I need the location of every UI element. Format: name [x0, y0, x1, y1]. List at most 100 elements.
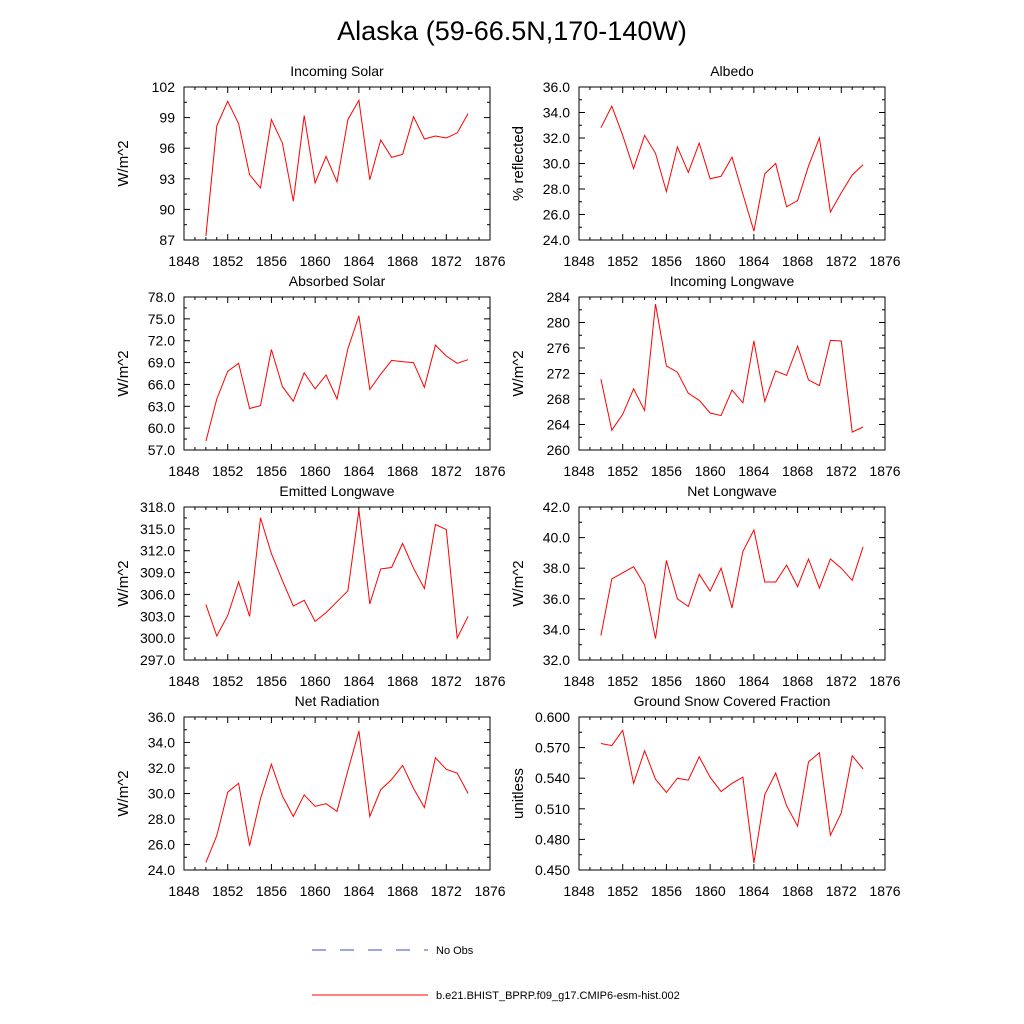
- series-line: [205, 315, 469, 442]
- x-tick-label: 1848: [168, 673, 199, 689]
- y-tick-label: 276: [547, 340, 571, 356]
- x-tick-label: 1876: [869, 463, 900, 479]
- y-tick-label: 36.0: [148, 709, 175, 725]
- y-axis-label: unitless: [510, 768, 527, 819]
- x-tick-label: 1876: [474, 673, 505, 689]
- y-tick-label: 318.0: [140, 499, 175, 515]
- x-tick-label: 1860: [695, 883, 726, 899]
- axis-ticks: [578, 716, 886, 871]
- x-tick-label: 1848: [563, 673, 594, 689]
- y-tick-label: 57.0: [148, 442, 175, 458]
- y-tick-label: 99: [159, 110, 175, 126]
- panel-title: Ground Snow Covered Fraction: [634, 693, 831, 709]
- y-tick-label: 87: [159, 232, 175, 248]
- y-tick-label: 30.0: [543, 156, 570, 172]
- y-tick-label: 303.0: [140, 608, 175, 624]
- x-tick-label: 1856: [256, 883, 287, 899]
- panel-1: Incoming Solar 1848 1852 1856 1860 1864 1868 18…: [115, 63, 506, 269]
- y-tick-label: 63.0: [148, 398, 175, 414]
- x-tick-label: 1860: [300, 883, 331, 899]
- x-tick-label: 1864: [343, 463, 374, 479]
- axis-ticks: [183, 296, 491, 451]
- panel-title: Net Radiation: [295, 693, 380, 709]
- x-tick-label: 1864: [343, 883, 374, 899]
- panel-7: Net Radiation 1848 1852 1856 1860 1864 1868 187…: [115, 693, 506, 899]
- y-tick-label: 32.0: [543, 652, 570, 668]
- panel-3: Absorbed Solar 1848 1852 1856 1860 1864 1868 18…: [115, 273, 506, 479]
- figure-title: Alaska (59-66.5N,170-140W): [337, 16, 687, 46]
- y-tick-label: 96: [159, 140, 175, 156]
- x-tick-label: 1872: [431, 883, 462, 899]
- x-tick-label: 1860: [695, 673, 726, 689]
- panels-group: Incoming Solar 1848 1852 1856 1860 1864 1868 18…: [115, 63, 901, 899]
- x-tick-label: 1852: [212, 253, 243, 269]
- x-tick-label: 1860: [300, 463, 331, 479]
- axis-ticks: [183, 86, 491, 241]
- y-tick-label: 72.0: [148, 333, 175, 349]
- y-tick-label: 0.600: [535, 709, 570, 725]
- y-tick-label: 32.0: [148, 760, 175, 776]
- x-tick-label: 1856: [651, 463, 682, 479]
- x-tick-label: 1864: [738, 253, 769, 269]
- plot-frame: [578, 296, 886, 451]
- y-axis-label: W/m^2: [115, 140, 132, 186]
- x-tick-label: 1860: [695, 463, 726, 479]
- x-tick-label: 1848: [563, 883, 594, 899]
- x-tick-label: 1852: [607, 673, 638, 689]
- legend-model-label: b.e21.BHIST_BPRP.f09_g17.CMIP6-esm-hist.…: [436, 990, 680, 1002]
- legend-obs-label: No Obs: [436, 945, 474, 957]
- y-tick-label: 30.0: [148, 786, 175, 802]
- panel-4: Incoming Longwave 1848 1852 1856 1860 1864 186…: [510, 273, 901, 479]
- legend: No Obs b.e21.BHIST_BPRP.f09_g17.CMIP6-es…: [312, 945, 680, 1002]
- series-line: [600, 528, 864, 639]
- x-tick-label: 1856: [651, 253, 682, 269]
- panel-title: Incoming Solar: [290, 63, 384, 79]
- plot-frame: [183, 296, 491, 451]
- y-tick-label: 60.0: [148, 420, 175, 436]
- x-tick-label: 1864: [738, 463, 769, 479]
- y-tick-label: 40.0: [543, 530, 570, 546]
- x-tick-label: 1864: [343, 253, 374, 269]
- panel-2: Albedo 1848 1852 1856 1860 1864 1868 1872 1876 24…: [510, 63, 901, 269]
- y-tick-label: 306.0: [140, 586, 175, 602]
- y-tick-label: 300.0: [140, 630, 175, 646]
- x-tick-label: 1860: [300, 253, 331, 269]
- plot-frame: [578, 506, 886, 661]
- panel-title: Incoming Longwave: [670, 273, 795, 289]
- x-tick-label: 1852: [212, 463, 243, 479]
- x-tick-label: 1872: [431, 463, 462, 479]
- y-axis-label: W/m^2: [115, 350, 132, 396]
- y-tick-label: 36.0: [543, 591, 570, 607]
- y-tick-label: 0.540: [535, 770, 570, 786]
- x-tick-label: 1868: [782, 463, 813, 479]
- y-tick-label: 0.570: [535, 740, 570, 756]
- y-tick-label: 38.0: [543, 560, 570, 576]
- y-tick-label: 24.0: [148, 862, 175, 878]
- y-tick-label: 284: [547, 289, 571, 305]
- panel-5: Emitted Longwave 1848 1852 1856 1860 1864 1868…: [115, 483, 506, 689]
- x-tick-label: 1868: [387, 883, 418, 899]
- x-tick-label: 1856: [651, 673, 682, 689]
- y-axis-label: W/m^2: [510, 350, 527, 396]
- y-tick-label: 28.0: [148, 811, 175, 827]
- y-axis-label: W/m^2: [115, 770, 132, 816]
- x-tick-label: 1852: [212, 883, 243, 899]
- x-tick-label: 1860: [300, 673, 331, 689]
- y-tick-label: 268: [547, 391, 571, 407]
- y-tick-label: 32.0: [543, 130, 570, 146]
- series-line: [600, 729, 864, 863]
- y-tick-label: 0.480: [535, 831, 570, 847]
- x-tick-label: 1856: [256, 673, 287, 689]
- x-tick-label: 1868: [782, 673, 813, 689]
- x-tick-label: 1876: [474, 463, 505, 479]
- x-tick-label: 1868: [387, 253, 418, 269]
- x-tick-label: 1872: [826, 673, 857, 689]
- y-tick-label: 102: [152, 79, 176, 95]
- series-line: [600, 303, 864, 433]
- x-tick-label: 1864: [343, 673, 374, 689]
- x-tick-label: 1848: [168, 463, 199, 479]
- y-tick-label: 0.510: [535, 801, 570, 817]
- y-tick-label: 312.0: [140, 543, 175, 559]
- y-tick-label: 90: [159, 201, 175, 217]
- y-tick-label: 297.0: [140, 652, 175, 668]
